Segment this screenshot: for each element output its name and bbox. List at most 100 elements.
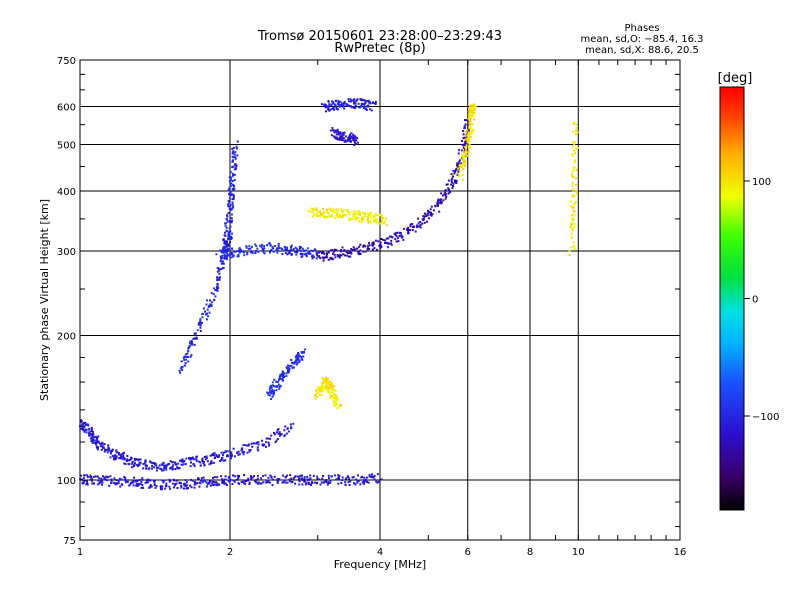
data-point [179, 482, 182, 485]
data-point [290, 427, 293, 430]
data-point [305, 481, 308, 484]
data-point [271, 389, 274, 392]
data-point [181, 463, 184, 466]
data-point [291, 361, 294, 364]
data-point [283, 245, 286, 248]
data-point [437, 198, 440, 201]
data-point [282, 474, 285, 477]
data-point [325, 381, 328, 384]
colorbar-tick-label: 0 [752, 295, 758, 306]
data-point [271, 484, 274, 487]
data-point [269, 437, 272, 440]
data-point [230, 192, 233, 195]
data-point [288, 370, 291, 373]
data-point [572, 205, 575, 208]
data-point [464, 148, 467, 151]
data-point [366, 480, 369, 483]
data-point [367, 221, 370, 224]
data-point [252, 442, 255, 445]
data-point [297, 475, 300, 478]
data-point [228, 248, 231, 251]
data-point [138, 463, 141, 466]
data-point [171, 482, 174, 485]
data-point [471, 112, 474, 115]
data-point [110, 478, 113, 481]
data-point [467, 140, 470, 143]
data-point [271, 384, 274, 387]
data-point [328, 381, 331, 384]
data-point [337, 477, 340, 480]
data-point [342, 104, 345, 107]
data-point [144, 459, 147, 462]
data-point [343, 249, 346, 252]
data-point [219, 249, 222, 252]
data-point [123, 458, 126, 461]
data-point [236, 140, 239, 143]
data-point [232, 474, 235, 477]
data-point [334, 390, 337, 393]
data-point [348, 136, 351, 139]
data-point [169, 460, 172, 463]
data-point [341, 136, 344, 139]
data-point [230, 237, 233, 240]
data-point [212, 454, 215, 457]
data-point [164, 487, 167, 490]
data-point [362, 212, 365, 215]
data-point [236, 451, 239, 454]
data-point [429, 208, 432, 211]
data-point [328, 386, 331, 389]
data-point [350, 251, 353, 254]
data-point [285, 366, 288, 369]
data-point [88, 434, 91, 437]
data-point [212, 287, 215, 290]
data-point [310, 207, 313, 210]
data-point [374, 212, 377, 215]
data-point [283, 434, 286, 437]
data-point [457, 152, 460, 155]
data-point [253, 475, 256, 478]
data-point [310, 481, 313, 484]
data-point [225, 226, 228, 229]
data-point [92, 475, 95, 478]
data-point [233, 173, 236, 176]
data-point [570, 223, 573, 226]
data-point [364, 215, 367, 218]
data-point [321, 477, 324, 480]
data-point [354, 102, 357, 105]
data-point [119, 454, 122, 457]
data-point [318, 390, 321, 393]
data-point [290, 358, 293, 361]
data-point [218, 278, 221, 281]
data-point [468, 124, 471, 127]
data-point [358, 245, 361, 248]
data-point [355, 211, 358, 214]
data-point [468, 143, 471, 146]
data-point [229, 177, 232, 180]
data-point [137, 459, 140, 462]
data-point [289, 474, 292, 477]
data-point [574, 159, 577, 162]
data-point [451, 187, 454, 190]
data-point [468, 135, 471, 138]
data-point [429, 211, 432, 214]
data-point [322, 381, 325, 384]
data-point [257, 250, 260, 253]
data-point [346, 251, 349, 254]
data-point [333, 108, 336, 111]
data-point [225, 251, 228, 254]
data-point [136, 485, 139, 488]
data-point [277, 249, 280, 252]
data-point [186, 352, 189, 355]
data-point [461, 139, 464, 142]
data-point [290, 426, 293, 429]
data-point [261, 443, 264, 446]
data-point [163, 479, 166, 482]
data-point [173, 479, 176, 482]
data-point [198, 460, 201, 463]
data-point [199, 330, 202, 333]
data-point [257, 449, 260, 452]
data-point [332, 395, 335, 398]
data-point [447, 179, 450, 182]
data-point [295, 359, 298, 362]
data-point [128, 463, 131, 466]
